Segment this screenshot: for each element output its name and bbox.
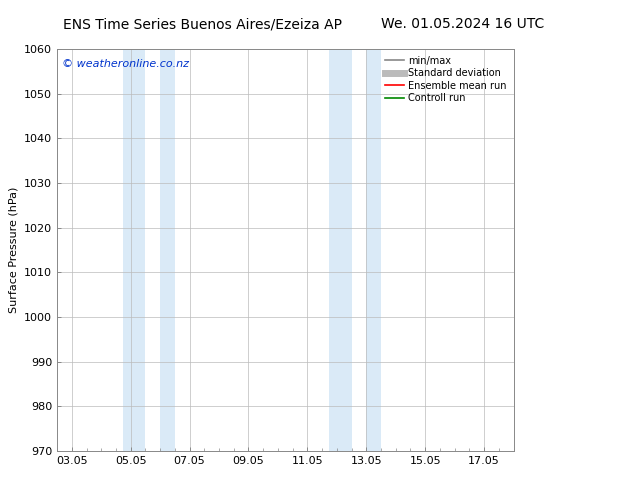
Text: We. 01.05.2024 16 UTC: We. 01.05.2024 16 UTC (381, 17, 545, 31)
Bar (124, 49, 145, 451)
Bar (160, 49, 175, 451)
Legend: min/max, Standard deviation, Ensemble mean run, Controll run: min/max, Standard deviation, Ensemble me… (383, 54, 508, 105)
Text: ENS Time Series Buenos Aires/Ezeiza AP: ENS Time Series Buenos Aires/Ezeiza AP (63, 17, 342, 31)
Y-axis label: Surface Pressure (hPa): Surface Pressure (hPa) (8, 187, 18, 313)
Bar (330, 49, 352, 451)
Text: © weatheronline.co.nz: © weatheronline.co.nz (61, 59, 189, 69)
Bar (366, 49, 381, 451)
